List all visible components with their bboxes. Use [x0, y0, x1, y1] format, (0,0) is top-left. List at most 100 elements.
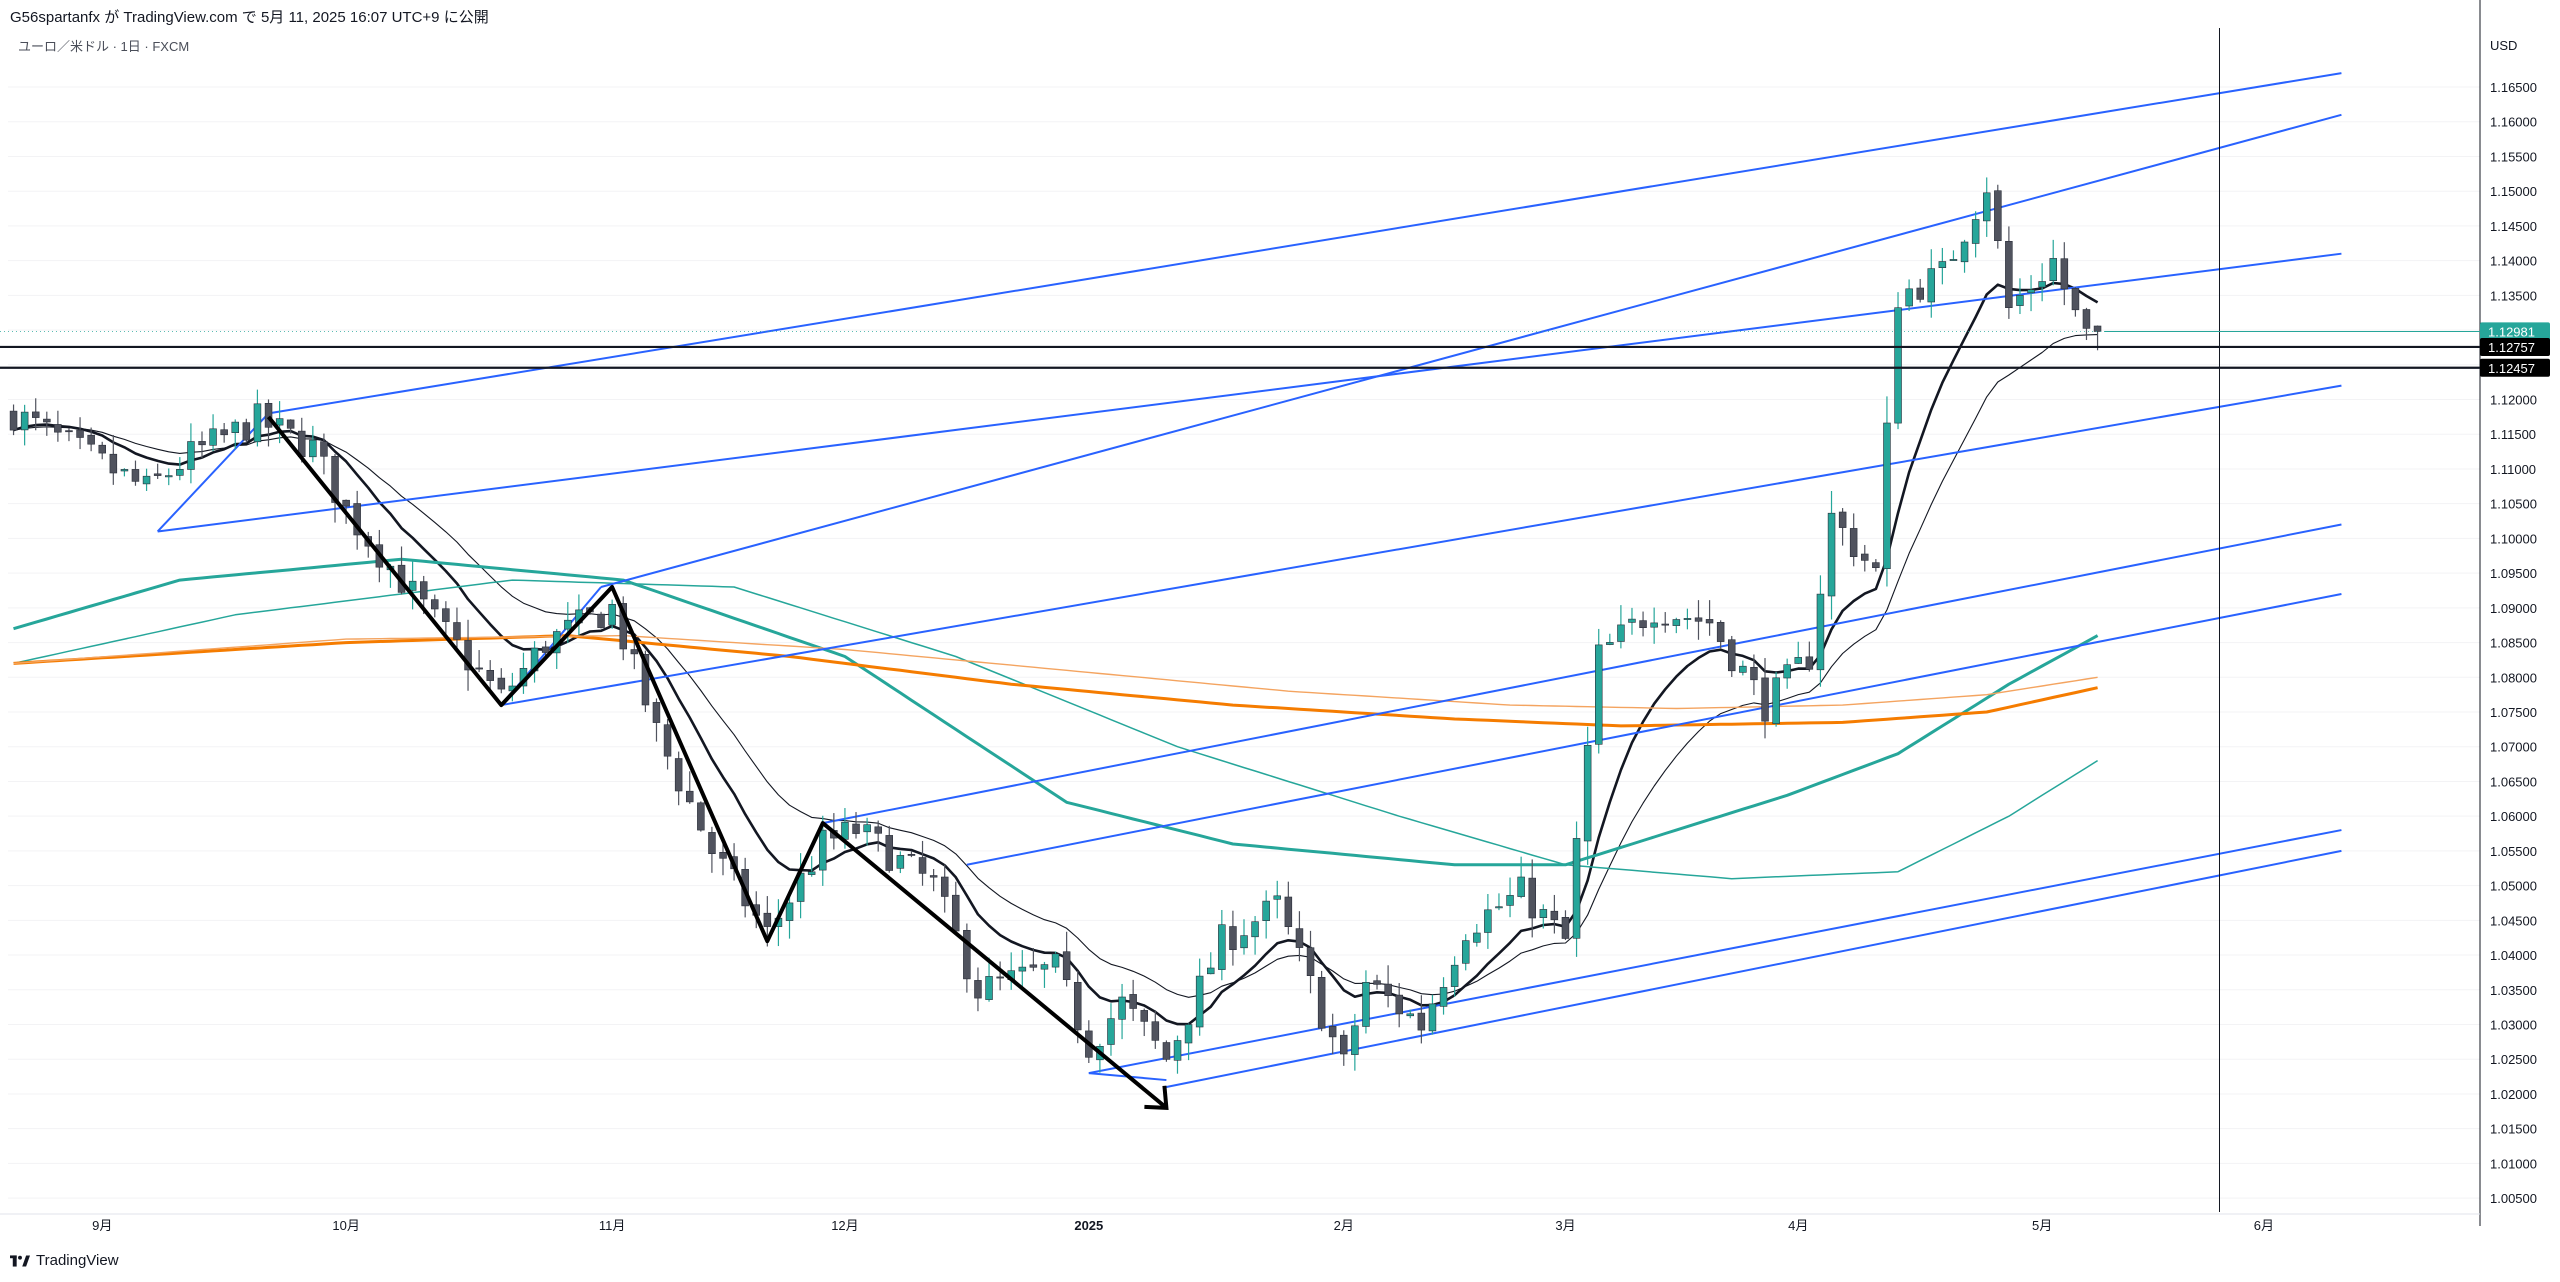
candle: [9, 404, 18, 436]
price-axis-tick: 1.02000: [2490, 1087, 2537, 1102]
ma-line-teal_thick: [13, 557, 2099, 867]
candle-body-bull: [1051, 953, 1060, 968]
candle: [1362, 970, 1370, 1034]
candle-body-bear: [220, 429, 228, 436]
publisher-line: G56spartanfx が TradingView.com で 5月 11, …: [10, 9, 489, 26]
candle: [1971, 211, 1980, 258]
candle: [309, 425, 317, 463]
candle: [1484, 894, 1492, 949]
candle-body-bear: [76, 429, 84, 438]
price-axis-tick: 1.06500: [2490, 774, 2537, 789]
candle-body-bear: [963, 929, 971, 980]
candle: [1794, 641, 1803, 664]
candle: [785, 895, 794, 939]
candle-body-bear: [1716, 621, 1725, 642]
candle: [1262, 890, 1270, 939]
candle-body-bull: [20, 411, 29, 431]
candle: [608, 599, 616, 629]
candle: [1583, 726, 1592, 865]
candle-body-bear: [1872, 562, 1880, 568]
time-axis-tick: 3月: [1555, 1218, 1575, 1233]
brand-name: TradingView: [36, 1252, 119, 1269]
channel-line-0: [268, 72, 2342, 415]
candle: [1672, 617, 1681, 634]
candle: [43, 411, 51, 436]
channel-line-1: [600, 113, 2342, 588]
candle-body-bull: [1938, 261, 1947, 268]
candle-body-bull: [1251, 921, 1259, 938]
candle-body-bear: [907, 853, 916, 856]
candle: [120, 468, 129, 477]
candle-body-bear: [1295, 928, 1304, 948]
candle-body-bear: [497, 677, 506, 690]
candle: [2082, 307, 2091, 341]
candle: [253, 389, 262, 447]
candle: [1983, 177, 1991, 237]
candle: [1439, 977, 1448, 1015]
time-axis-tick: 4月: [1788, 1218, 1808, 1233]
candle-body-bull: [1894, 307, 1902, 424]
candle-body-bull: [1772, 677, 1780, 724]
candle: [996, 961, 1004, 991]
candle: [2005, 226, 2013, 319]
candle: [1517, 856, 1525, 899]
brand-footer[interactable]: TradingView: [10, 1252, 119, 1269]
candle-body-bear: [1849, 528, 1858, 558]
candle: [1428, 994, 1437, 1035]
candle: [885, 825, 893, 873]
candle: [1716, 620, 1725, 649]
candle-body-bear: [54, 424, 62, 433]
candle-body-bear: [1328, 1026, 1337, 1038]
candle: [1528, 859, 1537, 938]
candle: [1628, 607, 1636, 635]
candle: [231, 419, 240, 450]
candle: [1838, 508, 1847, 546]
candle-body-bear: [951, 894, 960, 932]
candle-body-bear: [929, 875, 938, 878]
candle: [1883, 396, 1891, 587]
candle-body-bull: [1195, 975, 1204, 1028]
candle: [1373, 974, 1381, 990]
candle-body-bull: [863, 824, 871, 833]
price-axis-tick: 1.11500: [2490, 427, 2536, 442]
candle-body-bull: [1473, 932, 1481, 943]
ma-line-ema_slow: [13, 334, 2098, 998]
candle: [1617, 605, 1625, 649]
zigzag-arrowhead: [1144, 1085, 1169, 1110]
price-axis-tick: 1.05500: [2490, 844, 2537, 859]
candle: [54, 410, 62, 442]
candle: [863, 817, 871, 846]
candle-body-bull: [1506, 895, 1514, 906]
candle: [1595, 628, 1603, 754]
candle: [1184, 1023, 1193, 1061]
candle-body-bull: [275, 418, 284, 426]
candle-body-bull: [1362, 981, 1370, 1027]
candle: [87, 427, 95, 452]
candle-body-bull: [120, 469, 129, 472]
price-axis-tick: 1.16500: [2490, 80, 2537, 95]
candle-body-bear: [9, 410, 18, 431]
price-badge: 1.12457: [2480, 358, 2550, 377]
candle: [1606, 633, 1614, 646]
symbol-line: ユーロ／米ドル · 1日 · FXCM: [18, 39, 190, 54]
price-axis-tick: 1.04000: [2490, 948, 2537, 963]
candle: [1207, 952, 1215, 975]
candle: [1328, 1013, 1337, 1055]
candle: [1683, 608, 1692, 630]
candle: [109, 435, 118, 485]
candle: [1051, 951, 1060, 973]
channel-line-4: [822, 523, 2342, 825]
candle: [1340, 1030, 1348, 1066]
candle: [486, 660, 494, 692]
candle: [1218, 909, 1226, 981]
time-axis-tick: 5月: [2032, 1218, 2052, 1233]
candle-body-bull: [1173, 1040, 1182, 1061]
channel-line-6: [1088, 829, 2342, 1075]
candle-body-bull: [1683, 618, 1692, 620]
candle-body-bear: [43, 418, 51, 423]
candle: [1561, 910, 1570, 941]
price-axis-tick: 1.03000: [2490, 1018, 2537, 1033]
candle-body-bull: [1971, 219, 1980, 244]
